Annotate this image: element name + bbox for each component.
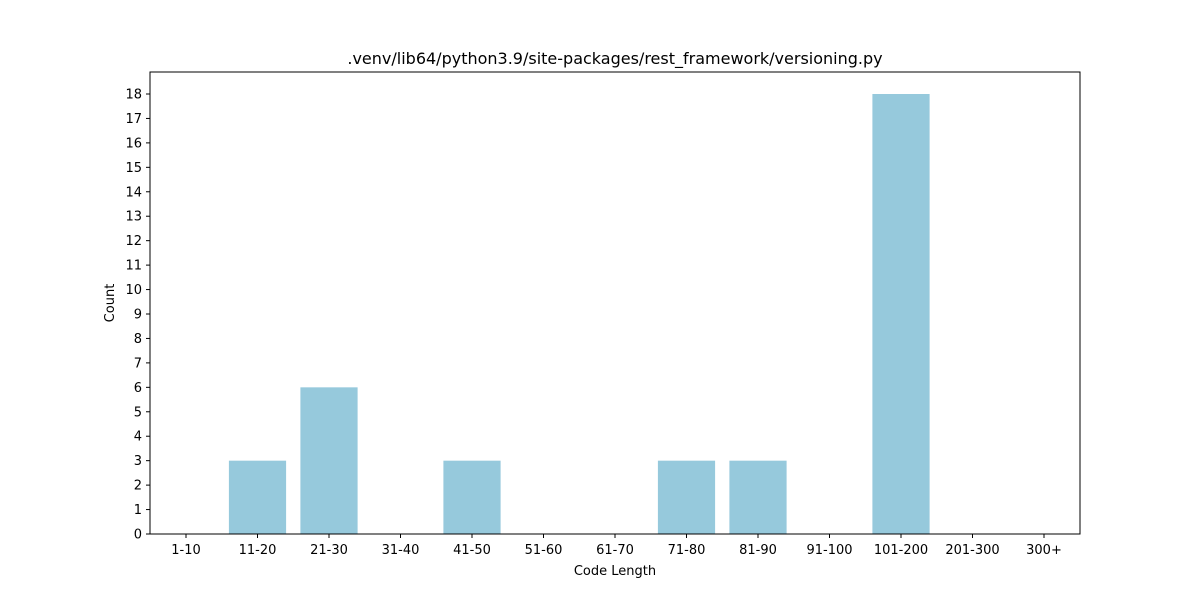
- x-tick-label: 201-300: [945, 543, 999, 558]
- y-tick-label: 1: [134, 503, 142, 518]
- x-tick-label: 61-70: [596, 543, 634, 558]
- x-tick-label: 31-40: [382, 543, 420, 558]
- x-tick-label: 11-20: [239, 543, 277, 558]
- y-tick-label: 12: [125, 234, 142, 249]
- y-tick-label: 18: [125, 88, 142, 103]
- y-tick-label: 9: [134, 308, 142, 323]
- bar-41-50: [443, 460, 501, 534]
- x-tick-label: 101-200: [874, 543, 928, 558]
- y-tick-label: 2: [134, 479, 142, 494]
- bar-21-30: [300, 387, 358, 534]
- bar-101-200: [872, 94, 930, 534]
- y-axis-label: Count: [103, 284, 118, 323]
- plot-frame: [149, 71, 1081, 535]
- x-tick-label: 1-10: [171, 543, 201, 558]
- x-tick-label: 41-50: [453, 543, 491, 558]
- x-axis: 1-10 11-20 21-30 31-40 41-50 51-60 61-70 71-80 8…: [171, 534, 1062, 558]
- bar-81-90: [729, 460, 787, 534]
- bars-layer: [228, 94, 930, 534]
- x-tick-label: 51-60: [525, 543, 563, 558]
- y-tick-label: 8: [134, 332, 142, 347]
- y-tick-label: 15: [125, 161, 142, 176]
- x-tick-label: 300+: [1026, 543, 1062, 558]
- x-tick-label: 81-90: [739, 543, 777, 558]
- y-tick-label: 14: [125, 185, 142, 200]
- y-tick-label: 0: [134, 528, 142, 543]
- y-tick-label: 4: [134, 430, 142, 445]
- y-tick-label: 11: [125, 259, 142, 274]
- x-tick-label: 71-80: [668, 543, 706, 558]
- y-tick-label: 17: [125, 112, 142, 127]
- chart-title: .venv/lib64/python3.9/site-packages/rest…: [347, 49, 882, 69]
- bar-11-20: [228, 460, 287, 534]
- y-tick-label: 3: [134, 454, 142, 469]
- y-tick-label: 7: [134, 356, 142, 371]
- y-tick-label: 10: [125, 283, 142, 298]
- y-tick-label: 13: [125, 210, 142, 225]
- x-axis-label: Code Length: [574, 564, 656, 579]
- y-tick-label: 16: [125, 136, 142, 151]
- x-tick-label: 21-30: [310, 543, 348, 558]
- x-tick-label: 91-100: [806, 543, 852, 558]
- y-tick-label: 6: [134, 381, 142, 396]
- bar-71-80: [657, 460, 716, 534]
- y-tick-label: 5: [134, 405, 142, 420]
